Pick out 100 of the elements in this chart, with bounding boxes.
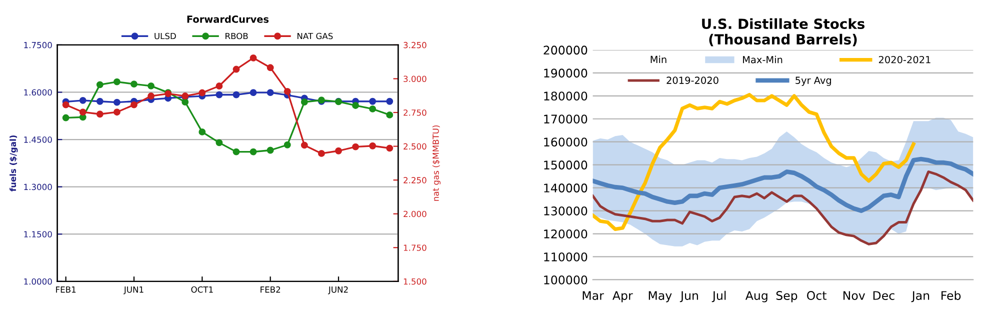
legend-label: 5yr Avg <box>796 76 831 86</box>
y2-tick-label: 2.250 <box>404 177 426 184</box>
y2-tick-label: 2.500 <box>404 143 426 150</box>
x-tick-label: Nov <box>843 291 866 300</box>
point <box>232 148 240 156</box>
y-tick-label: 1.4500 <box>24 136 52 143</box>
x-tick-label: FEB1 <box>56 286 76 293</box>
y-tick-label: 130000 <box>544 206 588 216</box>
x-tick-label: Jan <box>911 291 930 302</box>
x-tick-label: Dec <box>873 291 894 300</box>
point <box>216 139 223 146</box>
point <box>113 108 120 116</box>
y-tick-label: 160000 <box>544 138 588 147</box>
point <box>386 144 394 152</box>
point <box>335 147 342 154</box>
point <box>369 105 376 112</box>
point <box>284 88 291 95</box>
y-tick-label: 140000 <box>544 184 588 192</box>
point <box>96 110 104 118</box>
point <box>130 80 138 88</box>
point <box>113 98 120 106</box>
point <box>318 150 325 157</box>
legend-label: 2019-2020 <box>666 76 718 84</box>
point <box>352 143 360 150</box>
point <box>300 98 308 106</box>
point <box>386 111 394 118</box>
y2-axis-title: nat gas ($MMBTU) <box>432 125 441 201</box>
line-series <box>592 92 916 231</box>
y-tick-label: 100000 <box>544 275 588 284</box>
x-tick-label: Apr <box>612 291 633 302</box>
legend-label: NAT GAS <box>298 32 333 40</box>
x-tick-label: FEB2 <box>260 286 280 293</box>
point <box>386 98 394 105</box>
point <box>148 92 155 100</box>
point <box>250 89 257 96</box>
x-tick-label: Mar <box>582 291 604 300</box>
chart-title: ForwardCurves <box>187 15 269 23</box>
y2-tick-label: 3.000 <box>404 76 426 82</box>
y2-tick-label: 2.750 <box>404 109 426 116</box>
point <box>148 82 155 90</box>
point <box>266 146 274 154</box>
point <box>266 89 274 96</box>
point <box>369 98 376 105</box>
point <box>250 54 257 62</box>
point <box>232 66 240 73</box>
point <box>250 148 257 156</box>
x-tick-label: JUN2 <box>328 286 348 294</box>
y-tick-label: 170000 <box>544 114 588 124</box>
x-tick-label: Aug <box>745 291 768 302</box>
legend-label: ULSD <box>154 32 176 40</box>
y2-tick-label: 1.750 <box>404 244 426 251</box>
y2-tick-label: 3.250 <box>404 42 426 48</box>
legend-label: RBOB <box>226 32 248 40</box>
y-tick-label: 1.0000 <box>24 278 52 285</box>
x-tick-label: JUN1 <box>124 286 144 294</box>
y-tick-label: 200000 <box>544 46 588 55</box>
y-tick-label: 1.7500 <box>24 42 52 48</box>
y-tick-label: 110000 <box>544 252 588 262</box>
point <box>96 81 104 88</box>
y2-tick-label: 2.000 <box>404 210 426 218</box>
point <box>62 114 70 122</box>
point <box>352 102 360 109</box>
chart-title: U.S. Distillate Stocks (Thousand Barrels) <box>702 18 864 46</box>
point <box>232 91 240 98</box>
point <box>198 89 206 96</box>
x-tick-label: Feb <box>942 290 961 300</box>
y-tick-label: 1.6000 <box>24 89 52 96</box>
y-tick-label: 120000 <box>544 229 588 238</box>
point <box>216 82 223 90</box>
y-tick-label: 180000 <box>544 92 588 101</box>
line-series <box>592 156 974 214</box>
x-tick-label: Oct <box>807 291 826 300</box>
point <box>182 98 189 106</box>
point <box>62 101 70 108</box>
point <box>300 142 308 149</box>
annotation: Min <box>650 56 666 63</box>
y-tick-label: 1.3000 <box>24 184 52 190</box>
legend-label: 2020-2021 <box>878 56 930 64</box>
point <box>113 78 120 86</box>
point <box>369 142 376 150</box>
point <box>198 128 206 136</box>
y-axis-title: fuels ($/gal) <box>10 135 18 192</box>
y-tick-label: 150000 <box>544 160 588 170</box>
point <box>266 64 274 72</box>
y-tick-label: 1.1500 <box>24 231 52 238</box>
x-tick-label: Sep <box>776 291 798 302</box>
y-tick-label: 190000 <box>544 68 588 78</box>
x-tick-label: Jul <box>712 290 726 302</box>
x-tick-label: OCT1 <box>191 286 213 293</box>
y2-tick-label: 1.500 <box>404 278 426 285</box>
point <box>130 101 138 108</box>
x-tick-label: Jun <box>680 291 698 302</box>
legend-label: Max-Min <box>743 56 782 64</box>
point <box>216 91 223 98</box>
point <box>96 98 104 105</box>
point <box>284 141 291 148</box>
line-series <box>592 170 974 246</box>
x-tick-label: May <box>648 291 672 302</box>
point <box>79 96 86 104</box>
point <box>79 108 86 116</box>
